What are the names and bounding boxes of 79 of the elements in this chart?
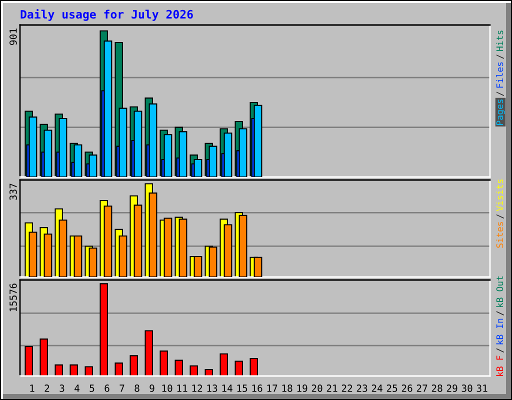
legend-label: kB In bbox=[496, 318, 504, 344]
text: Visits bbox=[496, 180, 504, 211]
bar bbox=[40, 338, 48, 376]
x-tick-label: 30 bbox=[462, 384, 472, 392]
x-tick-label: 27 bbox=[416, 384, 428, 392]
x-tick-label: 19 bbox=[297, 384, 308, 392]
bar bbox=[74, 235, 82, 277]
x-tick-label: 24 bbox=[372, 384, 382, 392]
bar bbox=[194, 158, 202, 177]
x-tick-label: 12 bbox=[192, 384, 202, 392]
text: / bbox=[496, 348, 504, 353]
bar bbox=[204, 369, 213, 376]
x-tick-label: 21 bbox=[326, 384, 338, 392]
x-tick-label: 18 bbox=[282, 384, 292, 392]
bar bbox=[234, 360, 243, 376]
bar bbox=[164, 218, 172, 277]
text: Pages bbox=[496, 100, 505, 125]
text: / bbox=[496, 214, 504, 219]
x-tick-label: 5 bbox=[90, 384, 94, 392]
text: 15576 bbox=[9, 284, 17, 312]
x-tick-label: 13 bbox=[207, 384, 218, 392]
bar bbox=[174, 360, 183, 376]
bar bbox=[250, 358, 258, 376]
x-tick-label: 20 bbox=[312, 384, 322, 392]
bar bbox=[88, 248, 98, 277]
text: kB F bbox=[496, 356, 504, 376]
bar bbox=[100, 283, 108, 376]
bar bbox=[178, 131, 188, 177]
x-tick-label: 1 bbox=[30, 384, 34, 392]
x-tick-label: 3 bbox=[60, 384, 64, 392]
bar bbox=[194, 256, 202, 277]
text: 901 bbox=[9, 28, 17, 45]
text: / bbox=[496, 54, 504, 59]
bar bbox=[88, 154, 98, 177]
legend-label: kB Out bbox=[496, 276, 504, 308]
bar bbox=[24, 346, 33, 376]
bar bbox=[208, 246, 218, 277]
bar bbox=[254, 104, 262, 177]
bar bbox=[178, 218, 188, 277]
bar bbox=[160, 350, 168, 376]
bar bbox=[130, 355, 138, 376]
x-tick-label: 16 bbox=[252, 384, 262, 392]
text: Hits bbox=[496, 30, 504, 51]
bar bbox=[238, 214, 248, 277]
x-tick-label: 17 bbox=[267, 384, 278, 392]
x-tick-label: 14 bbox=[222, 384, 232, 392]
bar bbox=[208, 146, 218, 177]
x-tick-label: 2 bbox=[44, 384, 50, 392]
bar bbox=[84, 366, 93, 376]
bar bbox=[190, 365, 198, 376]
x-tick-label: 11 bbox=[177, 384, 188, 392]
x-tick-label: 25 bbox=[386, 384, 398, 392]
x-tick-label: 26 bbox=[402, 384, 412, 392]
bar bbox=[54, 364, 63, 376]
bar bbox=[74, 144, 82, 177]
x-tick-label: 8 bbox=[134, 384, 140, 392]
x-tick-label: 7 bbox=[120, 384, 124, 392]
bar bbox=[70, 364, 78, 376]
bar bbox=[134, 110, 142, 177]
x-tick-label: 31 bbox=[476, 384, 488, 392]
x-tick-label: 15 bbox=[237, 384, 248, 392]
bar bbox=[220, 353, 228, 376]
x-tick-label: 10 bbox=[162, 384, 172, 392]
text: Files bbox=[496, 62, 504, 88]
x-tick-label: 28 bbox=[432, 384, 442, 392]
x-tick-label: 29 bbox=[446, 384, 458, 392]
bar bbox=[254, 256, 262, 277]
x-tick-label: 9 bbox=[150, 384, 154, 392]
x-tick-label: 23 bbox=[356, 384, 368, 392]
x-tick-label: 4 bbox=[74, 384, 80, 392]
text: / bbox=[496, 311, 504, 316]
bar bbox=[144, 330, 153, 376]
bar bbox=[114, 362, 123, 376]
text: Sites bbox=[496, 222, 504, 248]
text: 337 bbox=[9, 184, 17, 200]
text: / bbox=[496, 92, 504, 96]
x-tick-label: 22 bbox=[342, 384, 352, 392]
chart-title: Daily usage for July 2026 bbox=[20, 9, 193, 21]
x-tick-label: 6 bbox=[104, 384, 110, 392]
